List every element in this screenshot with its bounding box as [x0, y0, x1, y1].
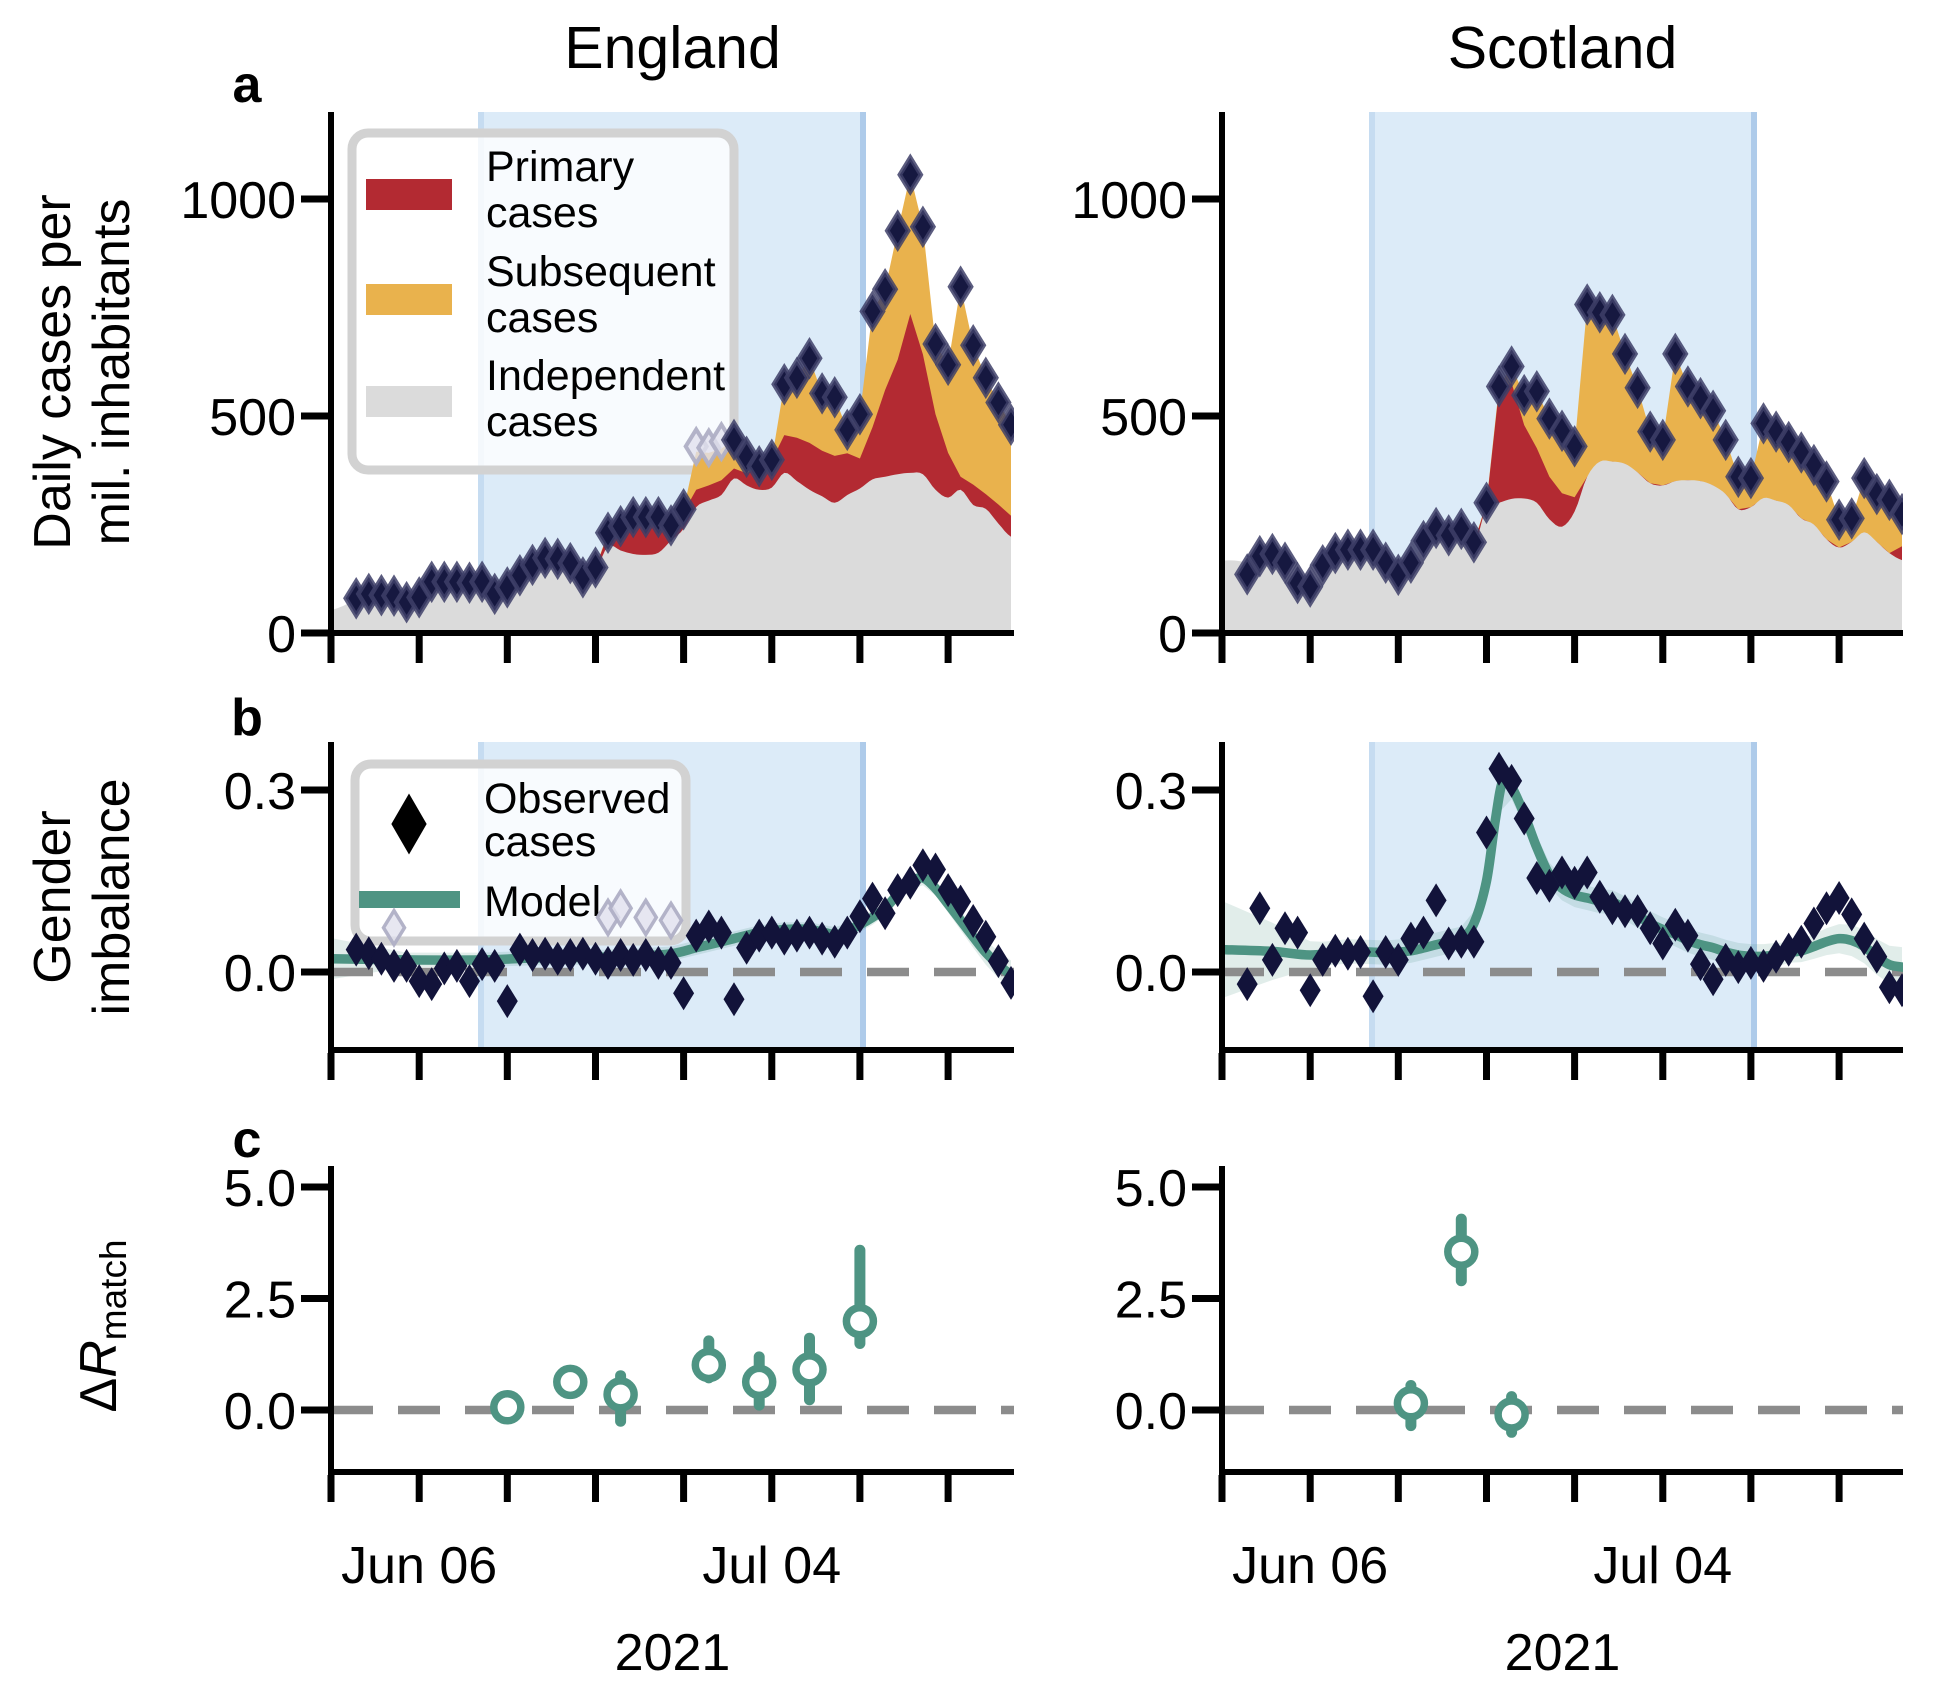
svg-text:0.0: 0.0 [224, 1383, 296, 1441]
svg-text:Independent: Independent [486, 352, 725, 400]
svg-text:2.5: 2.5 [224, 1272, 296, 1330]
svg-text:England: England [564, 15, 781, 81]
svg-text:Jun 06: Jun 06 [341, 1537, 497, 1595]
svg-text:5.0: 5.0 [1115, 1160, 1187, 1218]
svg-text:mil. inhabitants: mil. inhabitants [83, 199, 141, 546]
svg-text:2021: 2021 [1505, 1624, 1621, 1682]
svg-text:500: 500 [209, 389, 296, 447]
svg-text:Jun 06: Jun 06 [1232, 1537, 1388, 1595]
svg-text:0.0: 0.0 [1115, 945, 1187, 1003]
svg-text:Jul 04: Jul 04 [702, 1537, 841, 1595]
svg-text:500: 500 [1100, 389, 1187, 447]
svg-text:Primary: Primary [486, 143, 635, 191]
svg-text:1000: 1000 [180, 172, 296, 230]
svg-text:cases: cases [484, 818, 596, 866]
svg-text:Jul 04: Jul 04 [1593, 1537, 1732, 1595]
svg-text:2021: 2021 [615, 1624, 731, 1682]
svg-text:cases: cases [486, 189, 598, 237]
svg-text:cases: cases [486, 294, 598, 342]
svg-text:imbalance: imbalance [83, 778, 141, 1015]
svg-text:Observed: Observed [484, 775, 670, 823]
svg-text:0.3: 0.3 [224, 763, 296, 821]
svg-text:Model: Model [484, 878, 601, 926]
svg-text:0.0: 0.0 [1115, 1383, 1187, 1441]
svg-text:Daily cases per: Daily cases per [24, 194, 82, 549]
svg-text:Scotland: Scotland [1448, 15, 1678, 81]
svg-text:c: c [233, 1111, 262, 1169]
svg-text:5.0: 5.0 [224, 1160, 296, 1218]
svg-text:2.5: 2.5 [1115, 1272, 1187, 1330]
svg-text:0: 0 [1158, 606, 1187, 664]
svg-text:0: 0 [267, 606, 296, 664]
svg-text:Subsequent: Subsequent [486, 248, 716, 296]
svg-text:0.0: 0.0 [224, 945, 296, 1003]
svg-text:a: a [233, 56, 263, 114]
svg-text:0.3: 0.3 [1115, 763, 1187, 821]
svg-text:Gender: Gender [24, 810, 82, 983]
svg-text:1000: 1000 [1071, 172, 1187, 230]
svg-text:b: b [231, 689, 263, 747]
svg-text:cases: cases [486, 398, 598, 446]
